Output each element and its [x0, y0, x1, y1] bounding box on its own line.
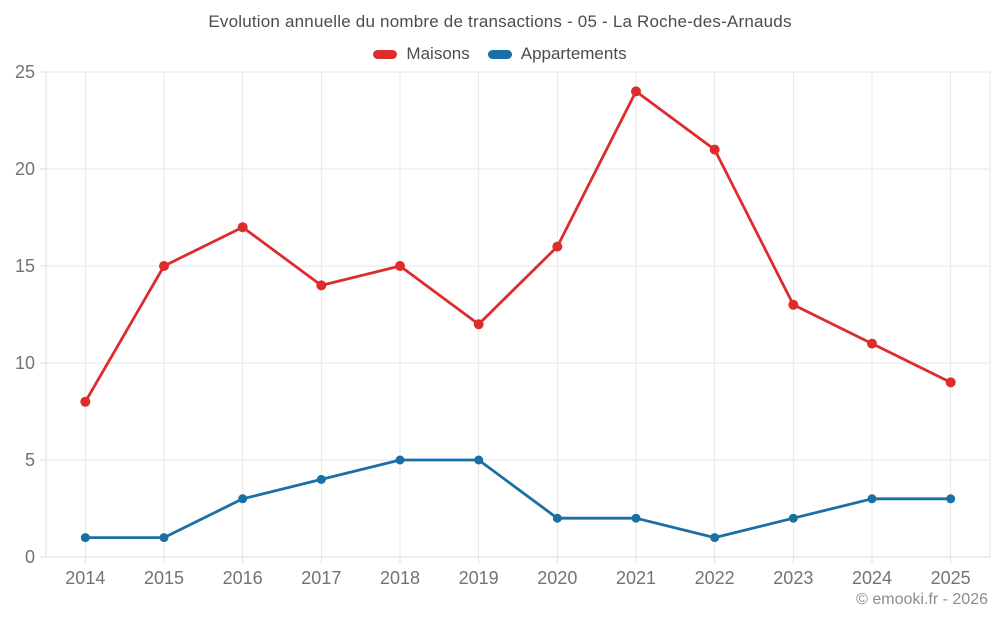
- x-tick-label: 2016: [223, 568, 263, 588]
- data-point-maisons-2014: [80, 396, 91, 407]
- data-point-appartements-2024: [867, 494, 877, 504]
- data-point-appartements-2017: [316, 474, 326, 484]
- data-point-maisons-2023: [788, 299, 799, 310]
- legend-label-appartements: Appartements: [520, 44, 627, 63]
- data-point-maisons-2019: [473, 319, 484, 330]
- data-point-appartements-2019: [474, 455, 484, 465]
- data-point-maisons-2017: [316, 280, 327, 291]
- y-tick-label: 10: [15, 353, 35, 373]
- data-point-maisons-2020: [552, 241, 563, 252]
- y-tick-label: 5: [25, 450, 35, 470]
- data-point-maisons-2022: [709, 144, 720, 155]
- legend-item-appartements[interactable]: Appartements: [487, 44, 627, 64]
- data-point-maisons-2018: [395, 261, 405, 271]
- x-tick-label: 2025: [931, 568, 971, 588]
- data-point-maisons-2015: [159, 261, 169, 271]
- x-tick-label: 2015: [144, 568, 184, 588]
- y-tick-label: 15: [15, 256, 35, 276]
- y-tick-label: 25: [15, 62, 35, 82]
- legend-item-maisons[interactable]: Maisons: [373, 44, 470, 64]
- y-tick-label: 20: [15, 159, 35, 179]
- data-point-maisons-2024: [867, 338, 877, 349]
- x-tick-label: 2023: [773, 568, 813, 588]
- data-point-appartements-2025: [946, 494, 956, 504]
- data-point-appartements-2014: [80, 533, 90, 543]
- data-point-maisons-2025: [945, 377, 956, 388]
- data-point-appartements-2015: [159, 533, 169, 543]
- x-tick-label: 2020: [537, 568, 577, 588]
- data-point-appartements-2022: [710, 533, 720, 543]
- series-line-appartements: [83, 458, 953, 539]
- chart-legend: Maisons Appartements: [0, 44, 1000, 64]
- data-point-maisons-2021: [631, 86, 641, 97]
- chart-title: Evolution annuelle du nombre de transact…: [208, 12, 792, 31]
- data-point-appartements-2021: [631, 513, 641, 523]
- x-tick-label: 2022: [695, 568, 735, 588]
- x-tick-label: 2019: [459, 568, 499, 588]
- x-tick-label: 2014: [65, 568, 105, 588]
- series-line-maisons: [83, 90, 953, 404]
- data-point-appartements-2020: [552, 513, 562, 523]
- data-point-maisons-2016: [237, 222, 248, 233]
- data-point-appartements-2018: [395, 455, 405, 465]
- legend-swatch-appartements-icon: [487, 49, 512, 59]
- legend-label-maisons: Maisons: [406, 44, 470, 63]
- x-tick-label: 2021: [616, 568, 656, 588]
- x-tick-label: 2024: [852, 568, 892, 588]
- y-tick-label: 0: [25, 547, 35, 567]
- legend-swatch-maisons-icon: [373, 49, 398, 59]
- data-point-appartements-2016: [238, 494, 248, 504]
- x-tick-label: 2017: [301, 568, 341, 588]
- data-point-appartements-2023: [788, 513, 798, 523]
- x-tick-label: 2018: [380, 568, 420, 588]
- footer-credit: © emooki.fr - 2026: [856, 591, 988, 608]
